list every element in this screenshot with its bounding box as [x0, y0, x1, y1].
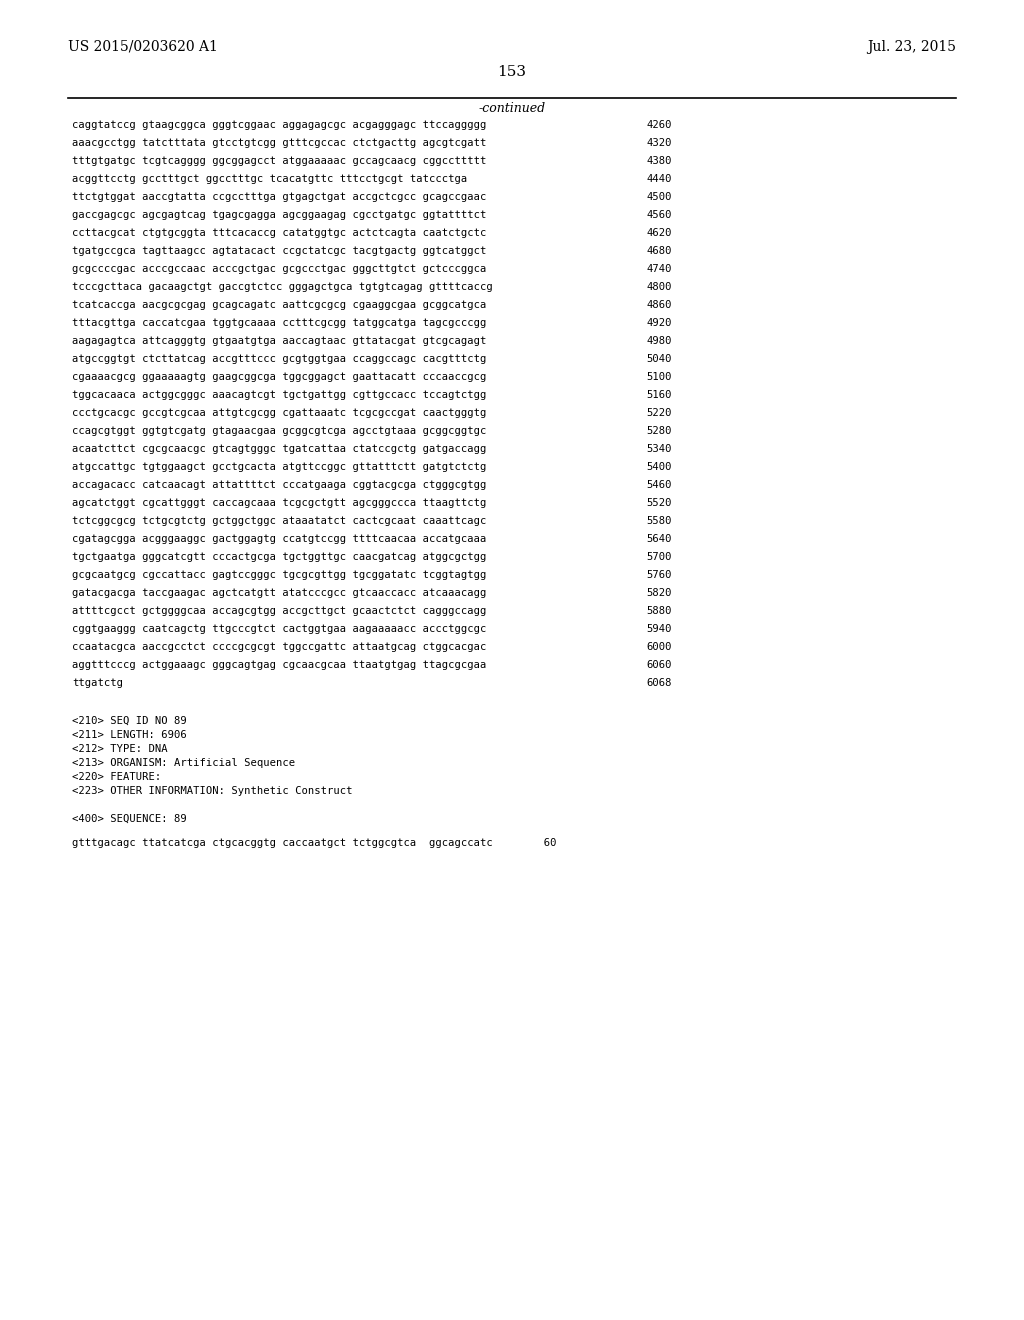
Text: 6000: 6000 — [646, 642, 672, 652]
Text: US 2015/0203620 A1: US 2015/0203620 A1 — [68, 40, 218, 54]
Text: aagagagtca attcagggtg gtgaatgtga aaccagtaac gttatacgat gtcgcagagt: aagagagtca attcagggtg gtgaatgtga aaccagt… — [72, 337, 486, 346]
Text: ccagcgtggt ggtgtcgatg gtagaacgaa gcggcgtcga agcctgtaaa gcggcggtgc: ccagcgtggt ggtgtcgatg gtagaacgaa gcggcgt… — [72, 426, 486, 436]
Text: -continued: -continued — [478, 102, 546, 115]
Text: 5460: 5460 — [646, 480, 672, 490]
Text: tgatgccgca tagttaagcc agtatacact ccgctatcgc tacgtgactg ggtcatggct: tgatgccgca tagttaagcc agtatacact ccgctat… — [72, 246, 486, 256]
Text: 6060: 6060 — [646, 660, 672, 671]
Text: 4920: 4920 — [646, 318, 672, 327]
Text: 153: 153 — [498, 65, 526, 79]
Text: ttctgtggat aaccgtatta ccgcctttga gtgagctgat accgctcgcc gcagccgaac: ttctgtggat aaccgtatta ccgcctttga gtgagct… — [72, 191, 486, 202]
Text: 4860: 4860 — [646, 300, 672, 310]
Text: 5520: 5520 — [646, 498, 672, 508]
Text: agcatctggt cgcattgggt caccagcaaa tcgcgctgtt agcgggccca ttaagttctg: agcatctggt cgcattgggt caccagcaaa tcgcgct… — [72, 498, 486, 508]
Text: <213> ORGANISM: Artificial Sequence: <213> ORGANISM: Artificial Sequence — [72, 758, 295, 768]
Text: acggttcctg gcctttgct ggcctttgc tcacatgttc tttcctgcgt tatccctga: acggttcctg gcctttgct ggcctttgc tcacatgtt… — [72, 174, 467, 183]
Text: tggcacaaca actggcgggc aaacagtcgt tgctgattgg cgttgccacc tccagtctgg: tggcacaaca actggcgggc aaacagtcgt tgctgat… — [72, 389, 486, 400]
Text: cgaaaacgcg ggaaaaagtg gaagcggcga tggcggagct gaattacatt cccaaccgcg: cgaaaacgcg ggaaaaagtg gaagcggcga tggcgga… — [72, 372, 486, 381]
Text: <223> OTHER INFORMATION: Synthetic Construct: <223> OTHER INFORMATION: Synthetic Const… — [72, 785, 352, 796]
Text: ccaatacgca aaccgcctct ccccgcgcgt tggccgattc attaatgcag ctggcacgac: ccaatacgca aaccgcctct ccccgcgcgt tggccga… — [72, 642, 486, 652]
Text: acaatcttct cgcgcaacgc gtcagtgggc tgatcattaa ctatccgctg gatgaccagg: acaatcttct cgcgcaacgc gtcagtgggc tgatcat… — [72, 444, 486, 454]
Text: 5400: 5400 — [646, 462, 672, 473]
Text: 5760: 5760 — [646, 570, 672, 579]
Text: 5820: 5820 — [646, 587, 672, 598]
Text: aaacgcctgg tatctttata gtcctgtcgg gtttcgccac ctctgacttg agcgtcgatt: aaacgcctgg tatctttata gtcctgtcgg gtttcgc… — [72, 139, 486, 148]
Text: tttgtgatgc tcgtcagggg ggcggagcct atggaaaaac gccagcaacg cggccttttt: tttgtgatgc tcgtcagggg ggcggagcct atggaaa… — [72, 156, 486, 166]
Text: tcatcaccga aacgcgcgag gcagcagatc aattcgcgcg cgaaggcgaa gcggcatgca: tcatcaccga aacgcgcgag gcagcagatc aattcgc… — [72, 300, 486, 310]
Text: ttgatctg: ttgatctg — [72, 678, 123, 688]
Text: 5340: 5340 — [646, 444, 672, 454]
Text: 5040: 5040 — [646, 354, 672, 364]
Text: <211> LENGTH: 6906: <211> LENGTH: 6906 — [72, 730, 186, 741]
Text: caggtatccg gtaagcggca gggtcggaac aggagagcgc acgagggagc ttccaggggg: caggtatccg gtaagcggca gggtcggaac aggagag… — [72, 120, 486, 129]
Text: 5880: 5880 — [646, 606, 672, 616]
Text: <400> SEQUENCE: 89: <400> SEQUENCE: 89 — [72, 814, 186, 824]
Text: tgctgaatga gggcatcgtt cccactgcga tgctggttgc caacgatcag atggcgctgg: tgctgaatga gggcatcgtt cccactgcga tgctggt… — [72, 552, 486, 562]
Text: tttacgttga caccatcgaa tggtgcaaaa cctttcgcgg tatggcatga tagcgcccgg: tttacgttga caccatcgaa tggtgcaaaa cctttcg… — [72, 318, 486, 327]
Text: 4620: 4620 — [646, 228, 672, 238]
Text: <212> TYPE: DNA: <212> TYPE: DNA — [72, 744, 168, 754]
Text: 4500: 4500 — [646, 191, 672, 202]
Text: 5640: 5640 — [646, 535, 672, 544]
Text: 4800: 4800 — [646, 282, 672, 292]
Text: 6068: 6068 — [646, 678, 672, 688]
Text: gatacgacga taccgaagac agctcatgtt atatcccgcc gtcaaccacc atcaaacagg: gatacgacga taccgaagac agctcatgtt atatccc… — [72, 587, 486, 598]
Text: 4980: 4980 — [646, 337, 672, 346]
Text: gcgcaatgcg cgccattacc gagtccgggc tgcgcgttgg tgcggatatc tcggtagtgg: gcgcaatgcg cgccattacc gagtccgggc tgcgcgt… — [72, 570, 486, 579]
Text: 5580: 5580 — [646, 516, 672, 525]
Text: aggtttcccg actggaaagc gggcagtgag cgcaacgcaa ttaatgtgag ttagcgcgaa: aggtttcccg actggaaagc gggcagtgag cgcaacg… — [72, 660, 486, 671]
Text: 4740: 4740 — [646, 264, 672, 275]
Text: gaccgagcgc agcgagtcag tgagcgagga agcggaagag cgcctgatgc ggtattttct: gaccgagcgc agcgagtcag tgagcgagga agcggaa… — [72, 210, 486, 220]
Text: ccctgcacgc gccgtcgcaa attgtcgcgg cgattaaatc tcgcgccgat caactgggtg: ccctgcacgc gccgtcgcaa attgtcgcgg cgattaa… — [72, 408, 486, 418]
Text: gtttgacagc ttatcatcga ctgcacggtg caccaatgct tctggcgtca  ggcagccatc        60: gtttgacagc ttatcatcga ctgcacggtg caccaat… — [72, 838, 556, 847]
Text: 5220: 5220 — [646, 408, 672, 418]
Text: ccttacgcat ctgtgcggta tttcacaccg catatggtgc actctcagta caatctgctc: ccttacgcat ctgtgcggta tttcacaccg catatgg… — [72, 228, 486, 238]
Text: attttcgcct gctggggcaa accagcgtgg accgcttgct gcaactctct cagggccagg: attttcgcct gctggggcaa accagcgtgg accgctt… — [72, 606, 486, 616]
Text: 5100: 5100 — [646, 372, 672, 381]
Text: 5160: 5160 — [646, 389, 672, 400]
Text: cggtgaaggg caatcagctg ttgcccgtct cactggtgaa aagaaaaacc accctggcgc: cggtgaaggg caatcagctg ttgcccgtct cactggt… — [72, 624, 486, 634]
Text: tcccgcttaca gacaagctgt gaccgtctcc gggagctgca tgtgtcagag gttttcaccg: tcccgcttaca gacaagctgt gaccgtctcc gggagc… — [72, 282, 493, 292]
Text: accagacacc catcaacagt attattttct cccatgaaga cggtacgcga ctgggcgtgg: accagacacc catcaacagt attattttct cccatga… — [72, 480, 486, 490]
Text: Jul. 23, 2015: Jul. 23, 2015 — [867, 40, 956, 54]
Text: atgccattgc tgtggaagct gcctgcacta atgttccggc gttatttctt gatgtctctg: atgccattgc tgtggaagct gcctgcacta atgttcc… — [72, 462, 486, 473]
Text: 4680: 4680 — [646, 246, 672, 256]
Text: gcgccccgac acccgccaac acccgctgac gcgccctgac gggcttgtct gctcccggca: gcgccccgac acccgccaac acccgctgac gcgccct… — [72, 264, 486, 275]
Text: cgatagcgga acgggaaggc gactggagtg ccatgtccgg ttttcaacaa accatgcaaa: cgatagcgga acgggaaggc gactggagtg ccatgtc… — [72, 535, 486, 544]
Text: tctcggcgcg tctgcgtctg gctggctggc ataaatatct cactcgcaat caaattcagc: tctcggcgcg tctgcgtctg gctggctggc ataaata… — [72, 516, 486, 525]
Text: 5280: 5280 — [646, 426, 672, 436]
Text: 4560: 4560 — [646, 210, 672, 220]
Text: <210> SEQ ID NO 89: <210> SEQ ID NO 89 — [72, 715, 186, 726]
Text: <220> FEATURE:: <220> FEATURE: — [72, 772, 161, 781]
Text: 4260: 4260 — [646, 120, 672, 129]
Text: 5700: 5700 — [646, 552, 672, 562]
Text: 4320: 4320 — [646, 139, 672, 148]
Text: 5940: 5940 — [646, 624, 672, 634]
Text: 4440: 4440 — [646, 174, 672, 183]
Text: atgccggtgt ctcttatcag accgtttccc gcgtggtgaa ccaggccagc cacgtttctg: atgccggtgt ctcttatcag accgtttccc gcgtggt… — [72, 354, 486, 364]
Text: 4380: 4380 — [646, 156, 672, 166]
